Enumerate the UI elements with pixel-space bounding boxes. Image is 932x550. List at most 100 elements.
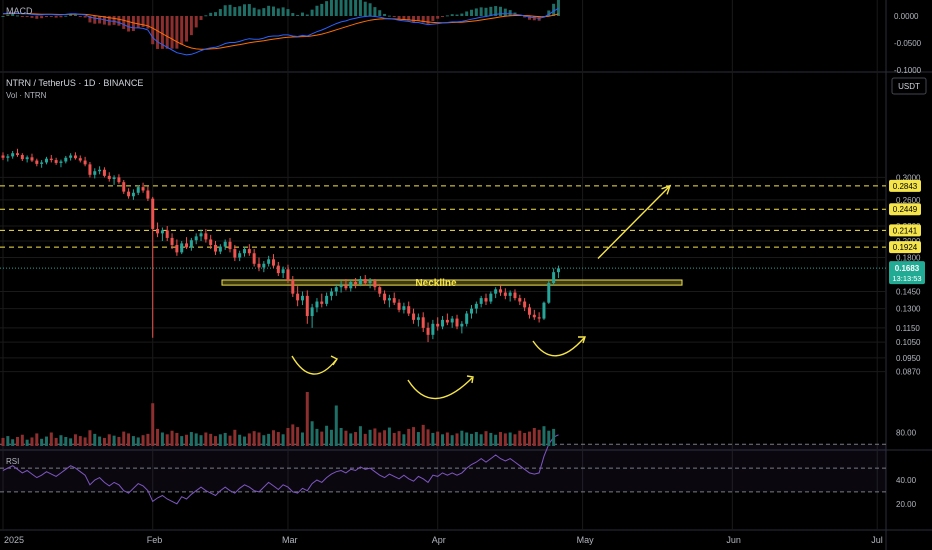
price-tick-label[interactable]: 0.3000 [896,173,921,182]
candle-body [107,175,111,179]
volume-bar [412,427,416,446]
macd-histogram-bar [484,7,488,16]
macd-histogram-bar [465,11,469,16]
candle-body [160,230,164,234]
level-badge-label[interactable]: 0.1924 [893,243,918,252]
volume-bar [170,430,174,446]
macd-histogram-bar [344,0,348,16]
macd-histogram-bar [49,16,53,17]
candle-body [233,249,237,258]
volume-bar [194,433,198,446]
time-axis-label[interactable]: Jul [871,535,883,545]
macd-histogram-bar [436,16,440,19]
candle-body [73,155,77,159]
macd-tick-label[interactable]: -0.0500 [894,39,922,48]
candle-body [44,158,48,163]
candle-body [6,156,10,158]
volume-bar [436,431,440,446]
symbol-title[interactable]: NTRN / TetherUS · 1D · BINANCE [6,78,143,88]
macd-histogram-bar [218,9,222,16]
bar-countdown-label[interactable]: 13:13:53 [892,274,921,283]
level-badge[interactable] [889,179,921,192]
macd-histogram-bar [407,16,411,21]
rsi-tick-label[interactable]: 20.00 [896,500,917,509]
price-tick-label[interactable]: 0.0870 [896,368,921,377]
candle-body [523,301,527,308]
macd-histogram-bar [88,16,92,23]
price-tick-label[interactable]: 0.1300 [896,305,921,314]
macd-tick-label[interactable]: 0.0000 [894,12,919,21]
last-price-badge[interactable] [889,261,925,285]
candle-body [387,298,391,301]
time-axis-label[interactable]: Jun [726,535,741,545]
volume-bar [160,432,164,446]
level-badge-label[interactable]: 0.2449 [893,205,918,214]
volume-bar [11,439,15,446]
candle-body [209,239,213,245]
candle-body [484,298,488,302]
macd-histogram-bar [69,14,73,16]
rsi-tick-label[interactable]: 80.00 [896,428,917,437]
candle-body [349,282,353,289]
candle-body [508,292,512,296]
candle-body [64,157,68,162]
level-badge[interactable] [889,224,921,237]
level-badge[interactable] [889,241,921,254]
level-badge[interactable] [889,203,921,216]
time-axis-label[interactable]: Feb [147,535,163,545]
candle-body [127,191,131,197]
candle-body [112,177,116,179]
volume-bar [344,430,348,446]
macd-tick-label[interactable]: -0.1000 [894,66,922,75]
volume-bar [296,427,300,446]
volume-bar [518,430,522,446]
macd-histogram-bar [1,16,5,17]
candle-body [156,228,160,234]
volume-bar [228,435,232,446]
price-axis[interactable]: 0.30000.26000.22000.20000.18000.14500.13… [889,12,925,509]
volume-bar [479,434,483,446]
macd-label[interactable]: MACD [6,6,33,16]
volume-bar [204,432,208,446]
volume-bar [489,432,493,446]
volume-bar [73,434,77,446]
rsi-label[interactable]: RSI [6,457,19,466]
currency-button-frame[interactable] [891,77,927,95]
price-tick-label[interactable]: 0.2600 [896,196,921,205]
macd-histogram-bar [441,16,445,17]
time-axis[interactable]: 2025 Feb Mar Apr May Jun Jul [4,535,883,545]
level-badge-label[interactable]: 0.2843 [893,182,918,191]
macd-histogram-bar [373,7,377,16]
currency-button[interactable]: USDT [898,82,920,91]
time-axis-label[interactable]: Apr [432,535,446,545]
time-axis-label[interactable]: Mar [282,535,298,545]
macd-histogram-bar [325,1,329,16]
volume-bar [320,431,324,446]
volume-bar [378,432,382,446]
price-tick-label[interactable]: 0.1800 [896,254,921,263]
price-tick-label[interactable]: 0.1150 [896,324,920,333]
candle-body [368,281,372,284]
volume-bar [503,433,507,446]
candle-body [363,279,367,284]
macd-histogram-bar [267,5,271,16]
rsi-tick-label[interactable]: 40.00 [896,476,917,485]
candle-body [465,313,469,324]
volume-label[interactable]: Vol · NTRN [6,91,47,100]
price-tick-label[interactable]: 0.1050 [896,338,921,347]
last-price-label[interactable]: 0.1683 [895,264,920,273]
candle-body [527,307,531,315]
price-tick-label[interactable]: 0.1450 [896,287,921,296]
time-axis-label[interactable]: 2025 [4,535,24,545]
candle-body [532,314,536,318]
level-badge-label[interactable]: 0.2141 [893,226,918,235]
volume-bar [276,432,280,446]
candle-body [98,169,102,172]
time-axis-label[interactable]: May [577,535,595,545]
candle-body [286,269,290,281]
price-tick-label[interactable]: 0.0950 [896,354,921,363]
volume-bar [199,435,203,446]
macd-histogram-bar [291,13,295,16]
rsi-line [2,434,559,505]
